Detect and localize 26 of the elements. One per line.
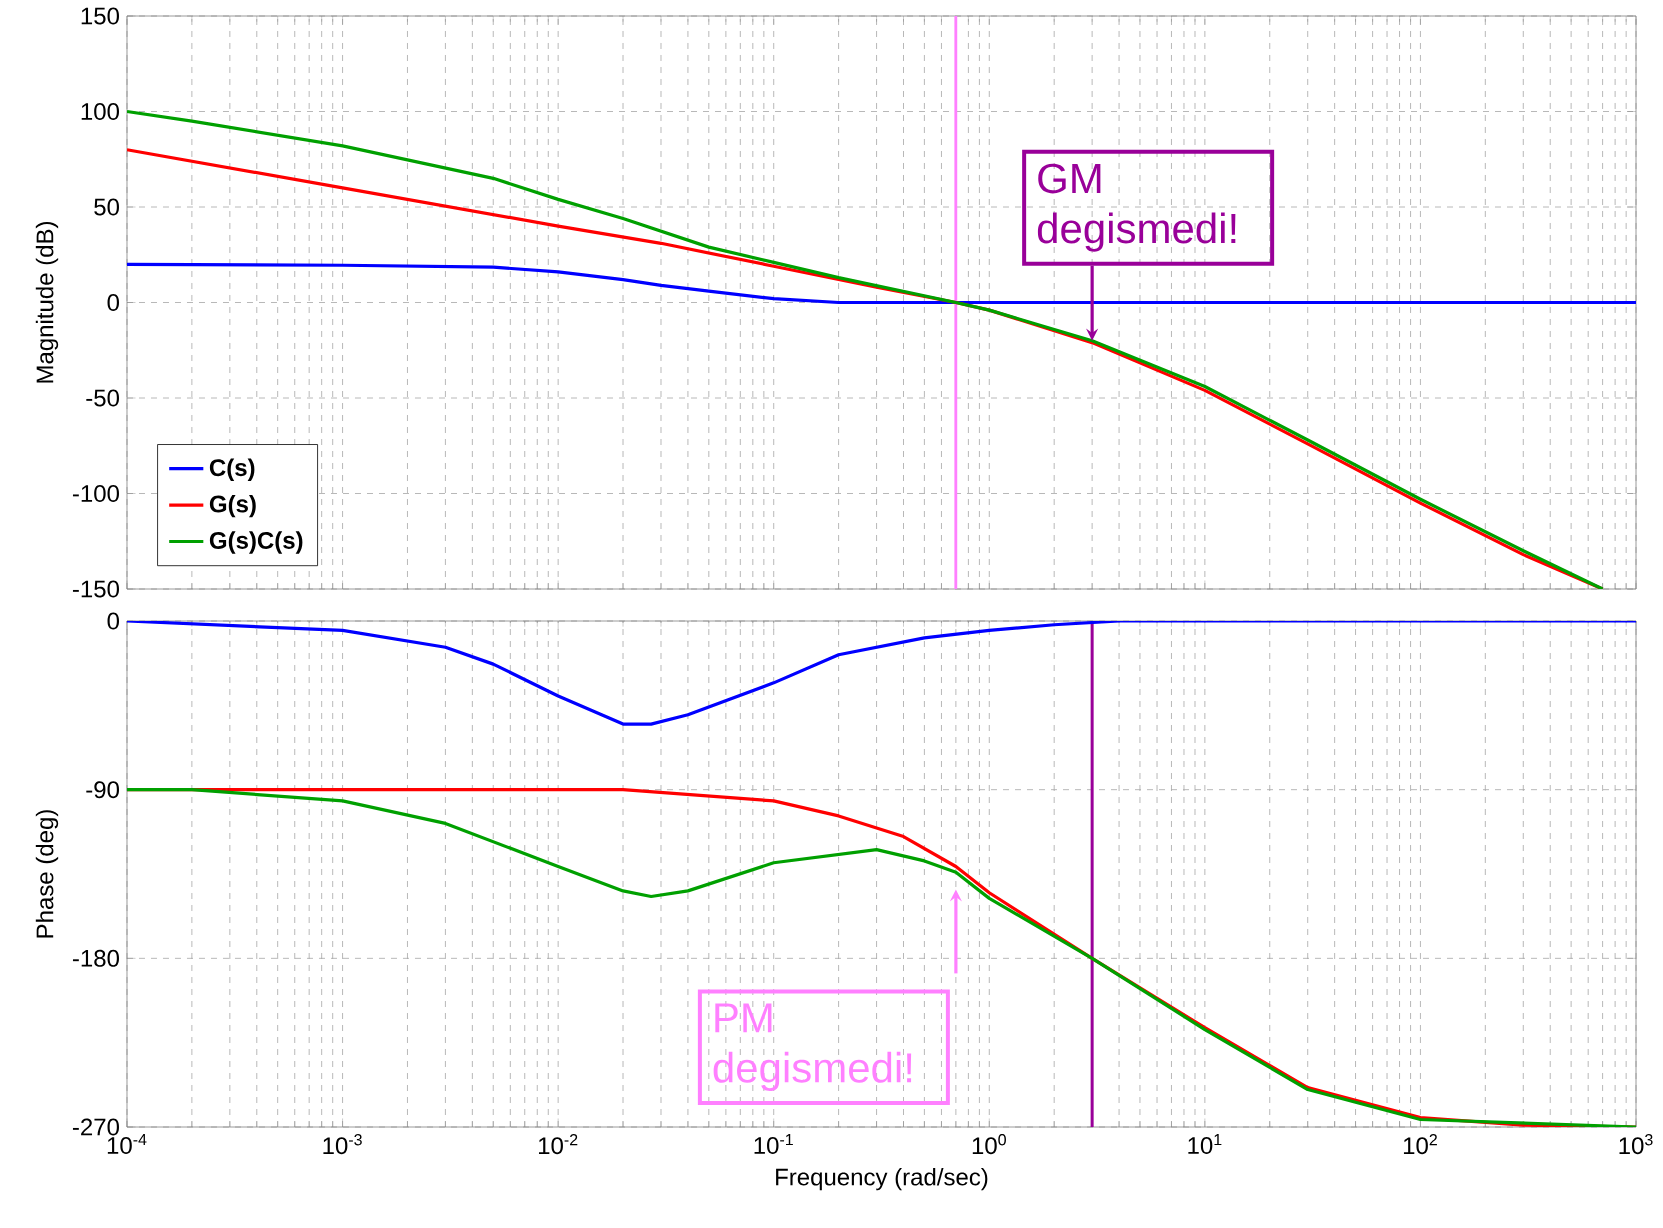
y-tick-label: 0: [107, 294, 120, 311]
legend-label: G(s)C(s): [209, 531, 303, 554]
x-tick-label: 10$^{2}$: [1403, 1134, 1437, 1155]
x-tick-label: 10$^{0}$: [972, 1134, 1006, 1155]
x-axis-title: Frequency (rad/sec): [776, 1167, 988, 1191]
y-tick-label: -90: [86, 781, 119, 799]
y-tick-label: -50: [86, 389, 119, 407]
annotation: GM degismedi!: [1037, 163, 1236, 252]
y-tick-label: -100: [72, 485, 119, 502]
y-axis-title: Phase (deg): [35, 810, 59, 938]
y-tick-label: 0: [107, 612, 120, 630]
y-tick-label: -150: [72, 580, 119, 598]
y-tick-label: -270: [72, 1118, 119, 1136]
x-tick-label: 10$^{1}$: [1188, 1134, 1222, 1155]
x-tick-label: 10$^{-1}$: [754, 1134, 793, 1155]
legend-label: G(s): [209, 494, 256, 518]
x-tick-label: 10$^{3}$: [1619, 1134, 1653, 1155]
y-axis-title: Magnitude (dB): [35, 222, 59, 383]
y-tick-label: -180: [72, 949, 119, 967]
annotation: PM degismedi!: [713, 1003, 912, 1092]
y-tick-label: 150: [81, 7, 119, 25]
x-tick-label: 10$^{-2}$: [539, 1134, 578, 1155]
y-tick-label: 50: [94, 198, 119, 216]
legend-label: C(s): [209, 458, 255, 481]
x-tick-label: 10$^{-3}$: [323, 1134, 362, 1155]
y-tick-label: 100: [81, 103, 119, 120]
